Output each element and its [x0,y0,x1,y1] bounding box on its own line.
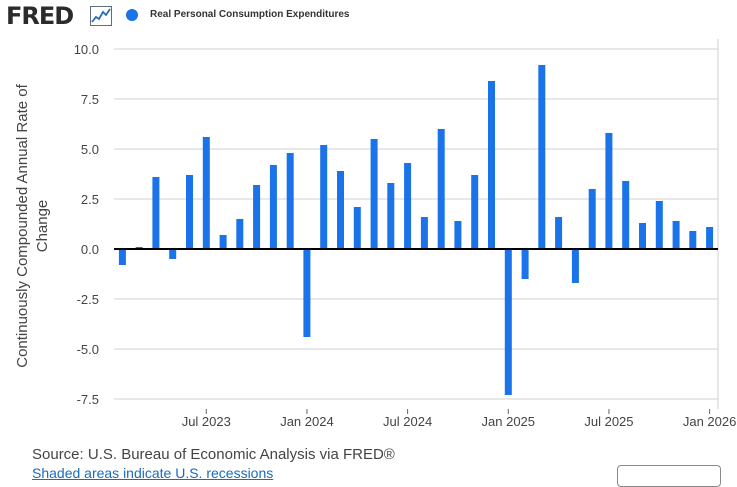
y-tick-label: -2.5 [77,292,99,307]
bar [521,249,529,279]
bar [236,219,244,249]
y-tick-label: 0.0 [81,242,99,257]
bar [219,235,227,249]
trend-line-icon [90,6,112,26]
bar [504,249,512,395]
bar [605,133,613,249]
x-tick-label: Jan 2026 [683,414,737,429]
recession-shading-link[interactable]: Shaded areas indicate U.S. recessions [32,465,274,481]
bar [370,139,378,249]
y-axis-title: Continuously Compounded Annual Rate of Ch… [14,83,51,367]
y-tick-label: 5.0 [81,142,99,157]
bar-series [118,65,714,395]
y-tick-label: 7.5 [81,92,99,107]
bar [538,65,546,249]
bar [672,221,680,249]
chart-header: FRED Real Personal Consumption Expenditu… [0,0,737,32]
bar [269,165,277,249]
bar [253,185,261,249]
bar [202,137,210,249]
footer-button[interactable] [617,465,721,487]
legend-swatch [126,9,138,21]
x-tick-label: Jan 2025 [482,414,536,429]
y-tick-label: 2.5 [81,192,99,207]
bar-chart: 10.0 7.5 5.0 2.5 0.0 -2.5 -5.0 -7.5 Jul 2023 Jan… [14,39,737,429]
x-axis-tick-labels: Jul 2023 Jan 2024 Jul 2024 Jan 2025 Jul 2025… [182,409,737,429]
bar [303,249,311,337]
bar [588,189,596,249]
bar [454,221,462,249]
source-note: Source: U.S. Bureau of Economic Analysis… [32,446,395,463]
x-tick-label: Jan 2024 [280,414,334,429]
bar [286,153,294,249]
bar [169,249,177,259]
bar [404,163,412,249]
bar [320,145,328,249]
bar [639,223,646,249]
y-tick-label: 10.0 [74,42,99,57]
bar [337,171,344,249]
grid-lines [114,39,719,409]
bar [622,181,630,249]
x-tick-label: Jul 2023 [182,414,231,429]
bar [655,201,663,249]
bar [555,217,563,249]
y-tick-label: -5.0 [77,342,99,357]
bar [706,227,714,249]
fred-logo[interactable]: FRED [6,2,74,30]
bar [353,207,361,249]
x-tick-label: Jul 2024 [383,414,432,429]
bar [689,231,697,249]
bar [571,249,579,283]
bar [118,249,126,265]
y-tick-label: -7.5 [77,392,99,407]
bar [186,175,193,249]
legend-label: Real Personal Consumption Expenditures [150,9,350,20]
bar [471,175,479,249]
bar [420,217,428,249]
y-axis-tick-labels: 10.0 7.5 5.0 2.5 0.0 -2.5 -5.0 -7.5 [74,42,99,407]
bar [387,183,395,249]
bar [437,129,445,249]
x-tick-label: Jul 2025 [584,414,633,429]
bar [152,177,160,249]
bar [488,81,495,249]
